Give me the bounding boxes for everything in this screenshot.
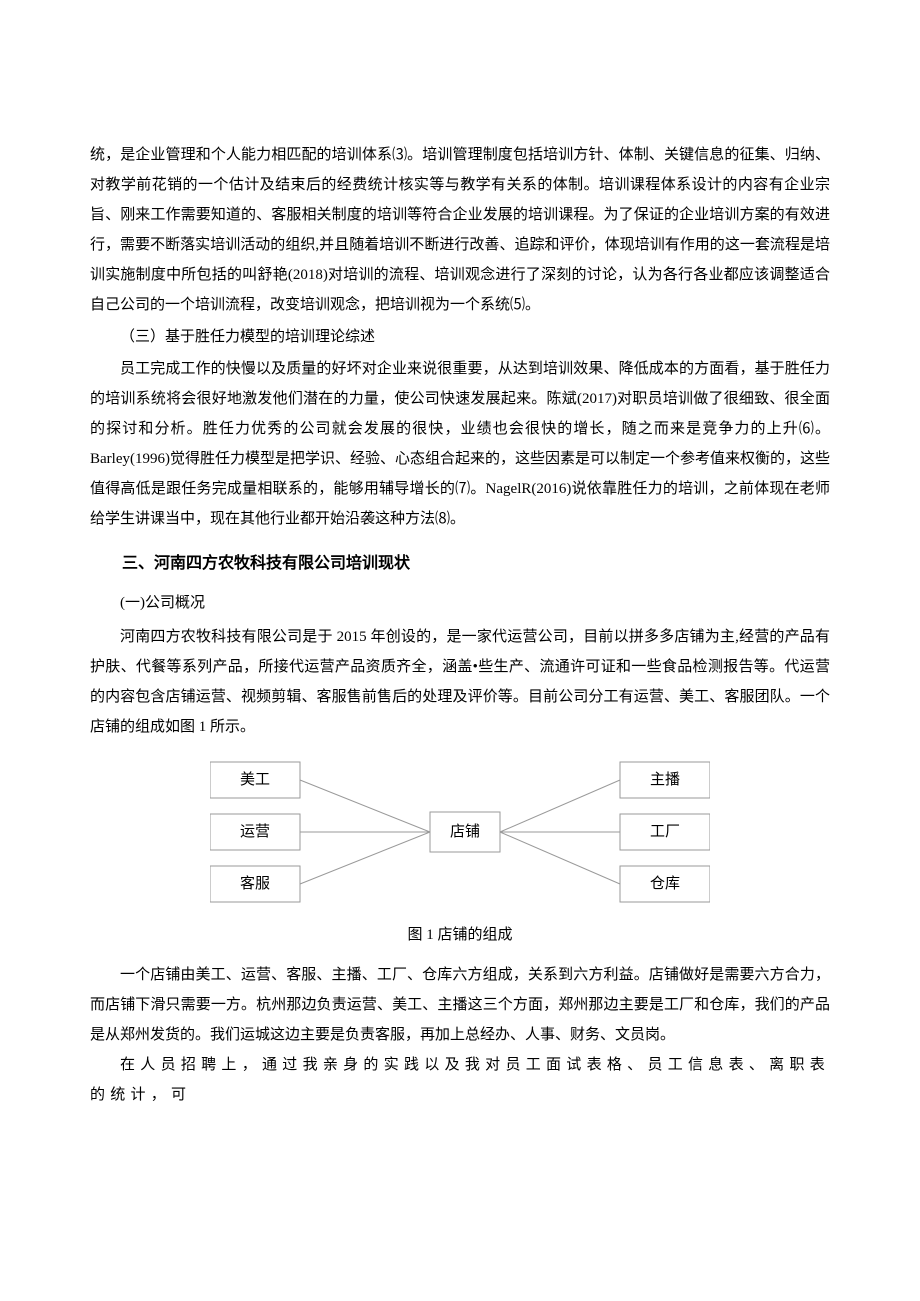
figure-caption-1: 图 1 店铺的组成 bbox=[90, 920, 830, 950]
body-paragraph-3: 河南四方农牧科技有限公司是于 2015 年创设的，是一家代运营公司，目前以拼多多… bbox=[90, 622, 830, 742]
svg-text:仓库: 仓库 bbox=[650, 875, 680, 892]
svg-text:主播: 主播 bbox=[650, 771, 680, 788]
section-heading-3: 三、河南四方农牧科技有限公司培训现状 bbox=[90, 548, 830, 580]
svg-text:工厂: 工厂 bbox=[650, 824, 680, 840]
store-composition-diagram: 店铺 美工运营客服 主播工厂仓库 bbox=[210, 752, 710, 912]
body-paragraph-4: 一个店铺由美工、运营、客服、主播、工厂、仓库六方组成，关系到六方利益。店铺做好是… bbox=[90, 960, 830, 1050]
body-paragraph-5: 在人员招聘上，通过我亲身的实践以及我对员工面试表格、员工信息表、离职表的统计，可 bbox=[90, 1050, 830, 1110]
subsection-heading-1: (一)公司概况 bbox=[90, 588, 830, 618]
body-paragraph-2: 员工完成工作的快慢以及质量的好坏对企业来说很重要，从达到培训效果、降低成本的方面… bbox=[90, 354, 830, 534]
svg-text:运营: 运营 bbox=[240, 823, 270, 840]
subsection-heading-3: （三）基于胜任力模型的培训理论综述 bbox=[90, 322, 830, 352]
body-paragraph-1: 统，是企业管理和个人能力相匹配的培训体系⑶。培训管理制度包括培训方针、体制、关键… bbox=[90, 140, 830, 320]
svg-text:美工: 美工 bbox=[240, 771, 270, 788]
diagram-container: 店铺 美工运营客服 主播工厂仓库 bbox=[90, 752, 830, 912]
svg-text:店铺: 店铺 bbox=[450, 823, 480, 840]
svg-text:客服: 客服 bbox=[240, 875, 270, 892]
